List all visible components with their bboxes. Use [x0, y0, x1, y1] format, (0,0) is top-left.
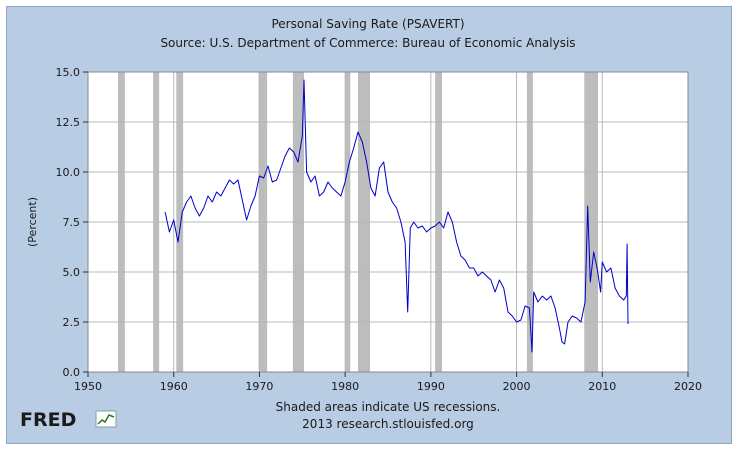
chart-subtitle: Source: U.S. Department of Commerce: Bur…: [160, 36, 575, 50]
x-tick-label-0: 1950: [74, 380, 102, 393]
y-tick-label-3: 7.5: [63, 216, 81, 229]
x-tick-label-5: 2000: [503, 380, 531, 393]
y-tick-label-6: 15.0: [56, 66, 81, 79]
chart-title: Personal Saving Rate (PSAVERT): [271, 17, 464, 31]
y-tick-label-4: 10.0: [56, 166, 81, 179]
y-tick-label-1: 2.5: [63, 316, 81, 329]
x-tick-label-3: 1980: [331, 380, 359, 393]
fred-logo: FRED: [20, 409, 117, 431]
y-tick-label-2: 5.0: [63, 266, 81, 279]
fred-logo-text: FRED: [20, 409, 76, 431]
chart-frame: Personal Saving Rate (PSAVERT) Source: U…: [6, 6, 732, 444]
y-tick-label-0: 0.0: [63, 366, 81, 379]
mini-chart-icon: [95, 410, 117, 428]
chart-svg: Personal Saving Rate (PSAVERT) Source: U…: [20, 17, 702, 431]
x-tick-label-4: 1990: [417, 380, 445, 393]
source-url: 2013 research.stlouisfed.org: [302, 417, 474, 431]
series-line-0: [164, 79, 629, 353]
recession-note: Shaded areas indicate US recessions.: [276, 400, 501, 414]
x-tick-label-1: 1960: [160, 380, 188, 393]
x-tick-label-7: 2020: [674, 380, 702, 393]
x-tick-label-2: 1970: [245, 380, 273, 393]
y-tick-label-5: 12.5: [56, 116, 81, 129]
x-tick-label-6: 2010: [588, 380, 616, 393]
y-axis-label: (Percent): [26, 197, 39, 247]
